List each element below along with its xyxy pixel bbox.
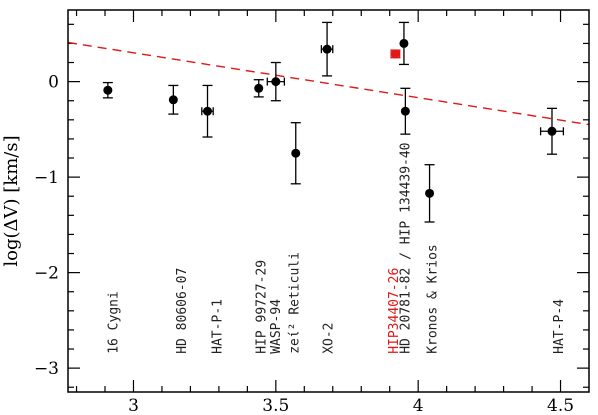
x-tick-label: 4.5 — [547, 396, 574, 415]
y-tick-label: −2 — [34, 264, 59, 284]
point-marker — [271, 77, 281, 87]
fit-line — [67, 41, 590, 126]
data-point — [398, 21, 409, 66]
point-marker — [547, 126, 557, 136]
annotation-label: HIP 99727-29 — [255, 260, 270, 354]
axis-ticks — [68, 10, 589, 392]
point-marker — [322, 44, 332, 54]
plot-frame — [67, 9, 590, 393]
annotation-label: HD 80606-07 — [175, 268, 190, 354]
point-marker — [400, 106, 410, 116]
annotation-label: XO-2 — [322, 322, 337, 353]
y-tick-label: −3 — [34, 359, 59, 379]
data-point — [253, 79, 264, 98]
annotation-label: WASP-94 — [269, 299, 284, 354]
annotation-label: HAT-P-4 — [552, 299, 567, 354]
point-marker — [254, 83, 264, 93]
annotation-label: 16 Cygni — [107, 291, 122, 354]
y-axis-title: log(ΔV) [km/s] — [1, 135, 22, 266]
data-point — [266, 61, 286, 102]
y-tick-label: −1 — [34, 168, 59, 188]
fit-line-group — [67, 41, 590, 126]
data-point — [102, 81, 113, 99]
x-tick-label: 3 — [128, 396, 139, 415]
data-point — [168, 84, 179, 115]
data-point — [320, 21, 334, 77]
data-point — [290, 122, 301, 185]
annotation-label: Kronos & Krios — [425, 244, 440, 354]
data-point — [539, 107, 565, 155]
point-marker — [390, 49, 400, 59]
point-marker — [291, 148, 301, 158]
data-point — [424, 164, 435, 223]
annotation-label: zeί² Reticuli — [287, 252, 302, 354]
annotations: 16 Cygni HD 80606-07 HAT-P-1 HIP 99727-29 WA… — [107, 142, 568, 353]
y-tick-label: 0 — [48, 73, 59, 93]
point-marker — [399, 38, 409, 48]
annotation-label-highlight: HIP34407-26 — [387, 268, 402, 354]
point-marker — [103, 85, 113, 95]
data-points — [102, 21, 565, 223]
point-marker — [203, 106, 213, 116]
tick-labels: 3 3.5 4 4.5 0 −1 −2 −3 — [34, 73, 574, 415]
point-marker — [168, 95, 178, 105]
data-point — [201, 84, 214, 138]
annotation-label: HD 20781-82 / HIP 134439-40 — [398, 142, 413, 353]
point-marker — [425, 188, 435, 198]
highlighted-point — [390, 49, 401, 59]
x-tick-label: 4 — [413, 396, 424, 415]
x-tick-label: 3.5 — [262, 396, 289, 415]
annotation-label: HAT-P-1 — [210, 299, 225, 354]
data-point — [400, 87, 411, 135]
